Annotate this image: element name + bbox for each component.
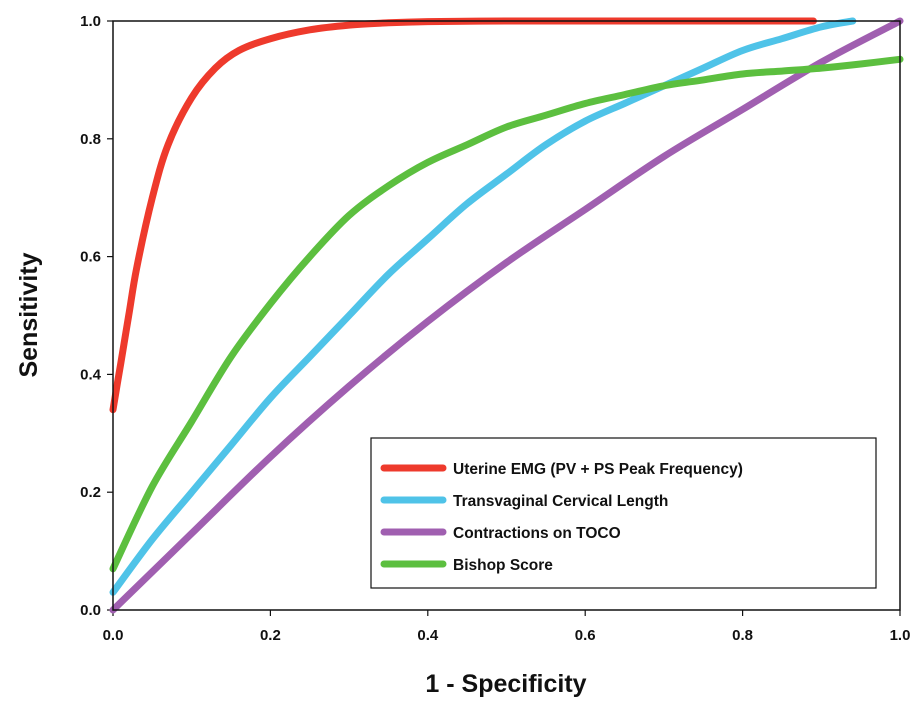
x-tick-label: 1.0 (890, 627, 911, 644)
y-axis-title: Sensitivity (15, 252, 43, 377)
y-tick-label: 0.6 (80, 249, 101, 266)
y-tick-label: 0.0 (80, 602, 101, 619)
axis-ticks: 0.0 0.2 0.4 0.6 0.8 1.0 0.0 0.2 0.4 0.6 0.8 1.0 (80, 13, 910, 644)
series-line-transvaginal-cervical-length (109, 17, 857, 596)
x-tick-label: 0.8 (732, 627, 753, 644)
series-line-contractions-on-toco (109, 17, 904, 614)
y-tick-label: 0.4 (80, 366, 102, 383)
legend: Uterine EMG (PV + PS Peak Frequency) Tran… (370, 437, 877, 589)
x-tick-label: 0.4 (417, 627, 439, 644)
x-tick-label: 0.2 (260, 627, 281, 644)
legend-label-uterine-emg-pv-ps-peak-frequency: Uterine EMG (PV + PS Peak Frequency) (453, 461, 743, 478)
y-tick-label: 0.2 (80, 484, 101, 501)
legend-label-contractions-on-toco: Contractions on TOCO (453, 525, 621, 542)
y-tick-label: 1.0 (80, 13, 101, 30)
x-tick-label: 0.0 (103, 627, 124, 644)
legend-label-transvaginal-cervical-length: Transvaginal Cervical Length (453, 493, 668, 510)
y-tick-label: 0.8 (80, 131, 101, 148)
series-lines (109, 17, 904, 614)
x-tick-label: 0.6 (575, 627, 596, 644)
legend-label-bishop-score: Bishop Score (453, 557, 553, 574)
series-line-bishop-score (109, 55, 904, 573)
plot-frame (112, 20, 901, 611)
legend-box (370, 437, 877, 589)
x-axis-title: 1 - Specificity (425, 670, 586, 698)
